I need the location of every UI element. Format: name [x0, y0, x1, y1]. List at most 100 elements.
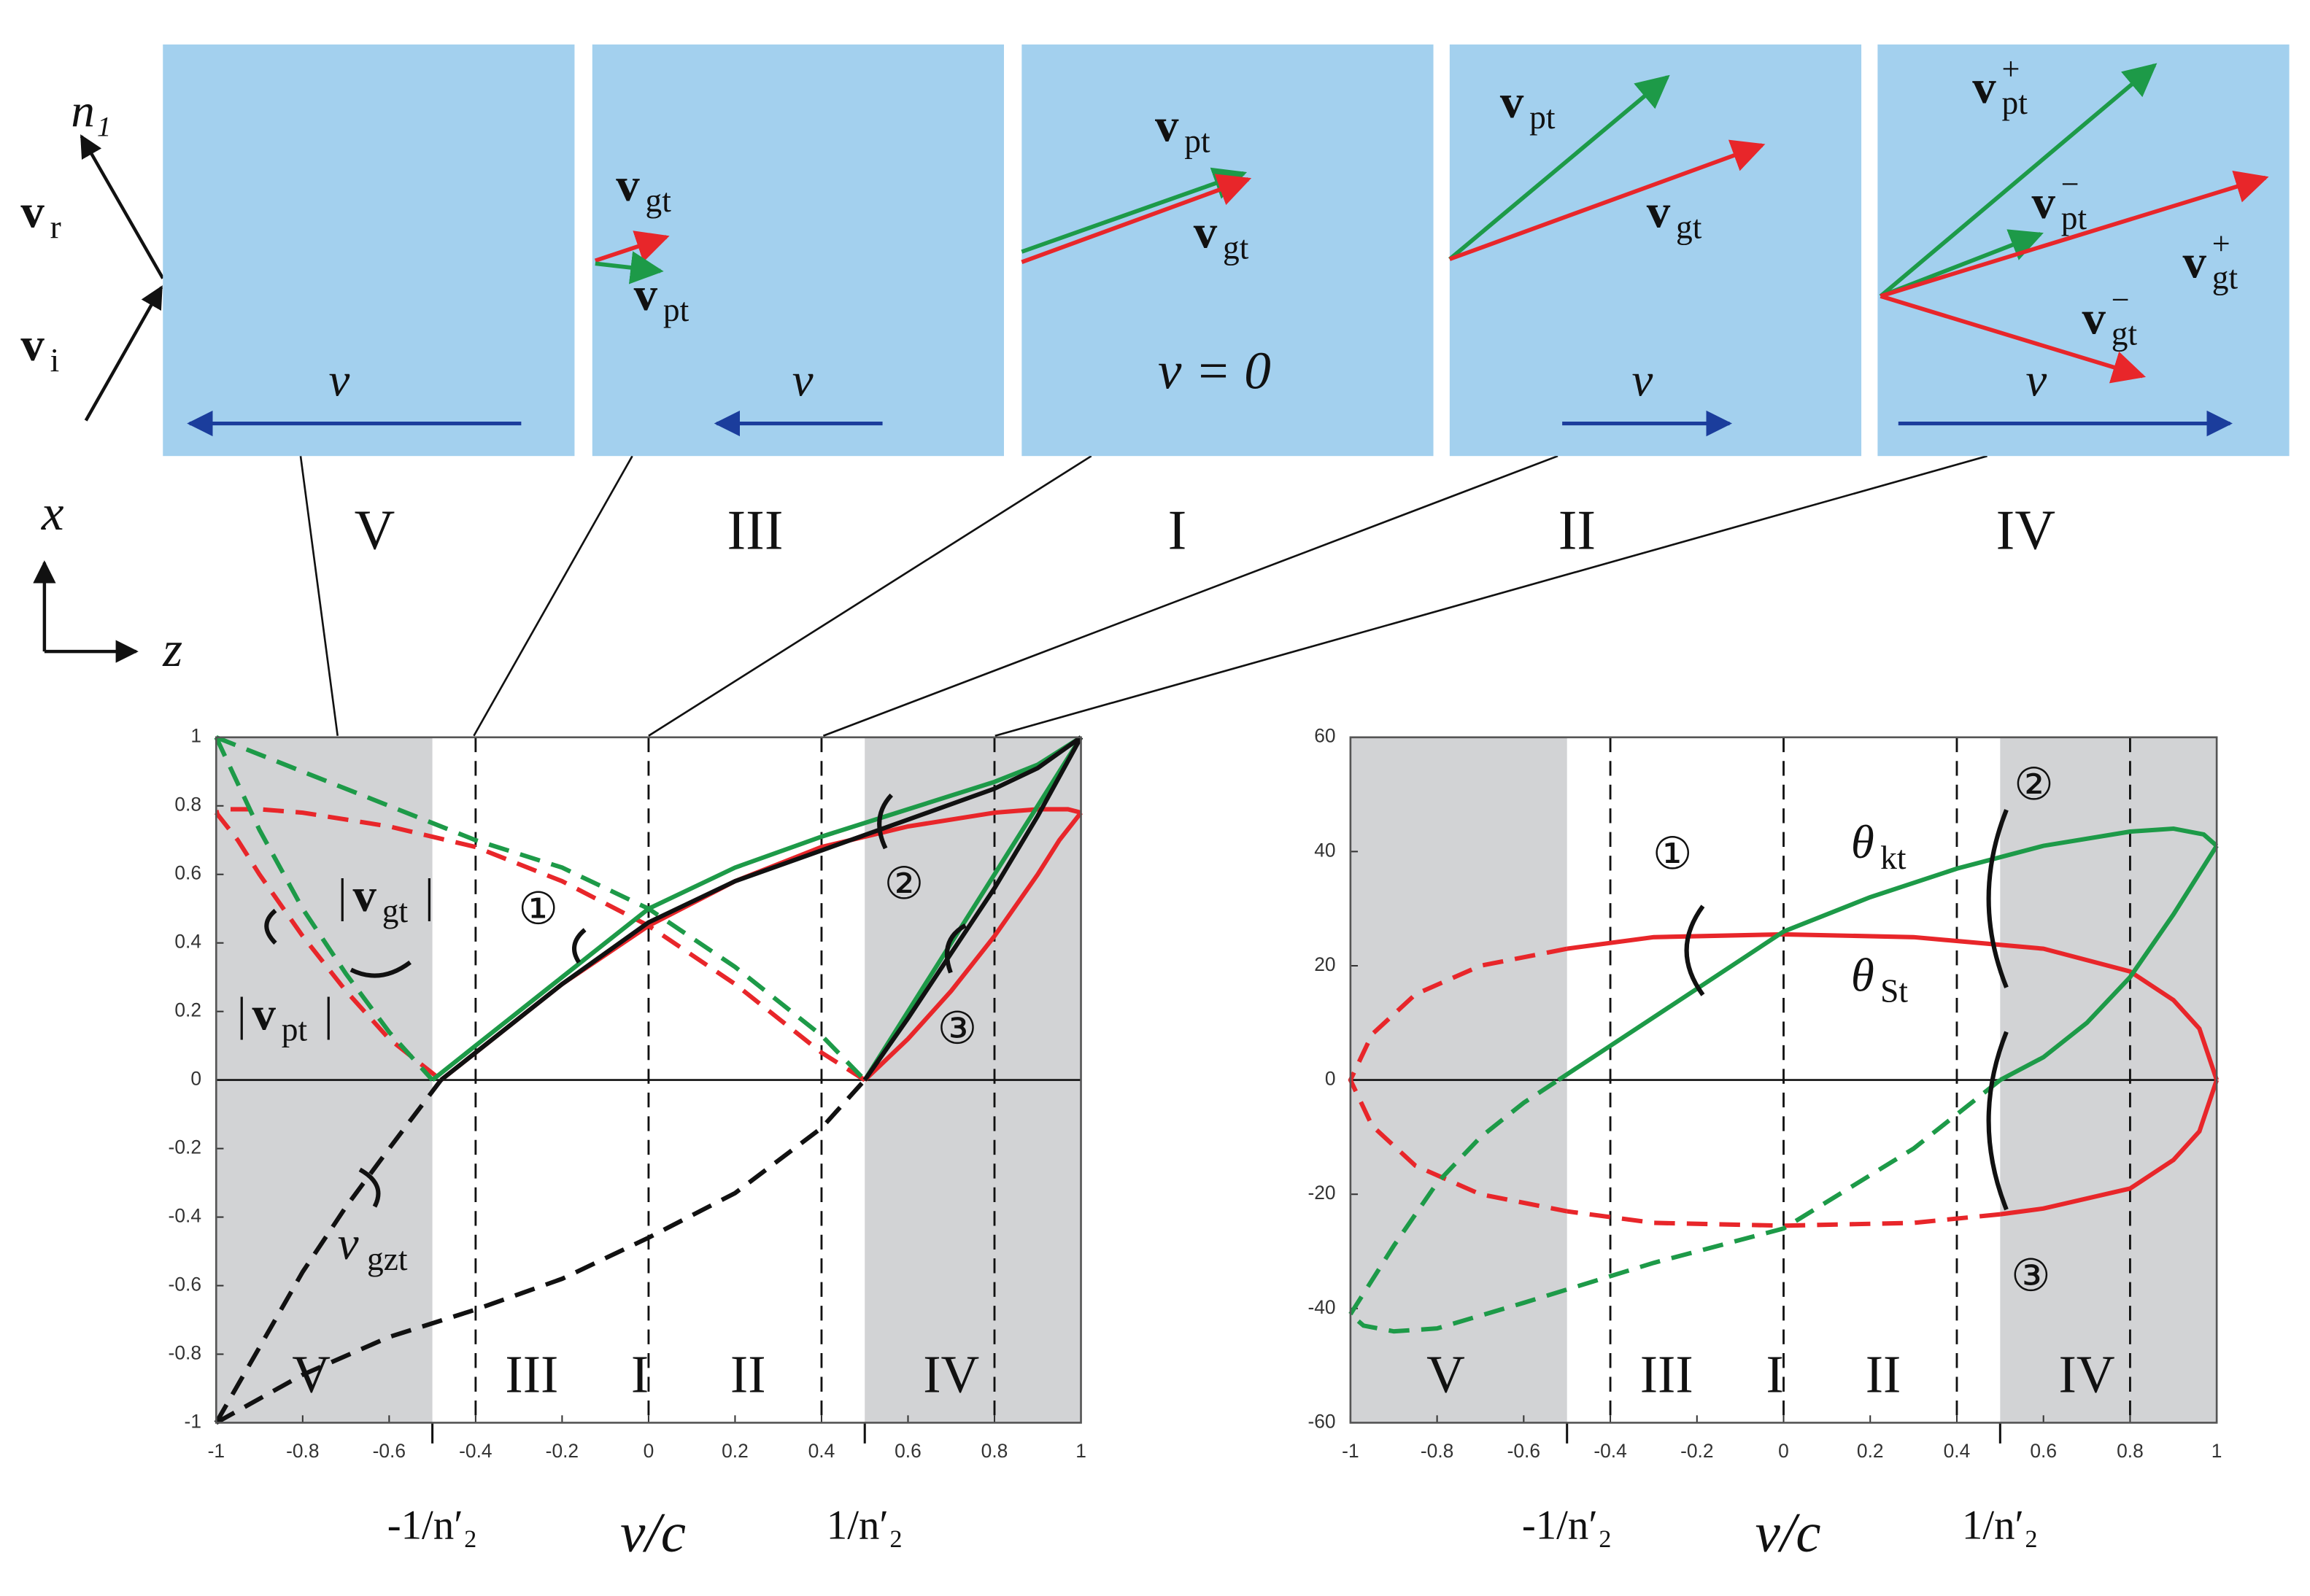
- special-tick-label: 1/n′₂: [1962, 1503, 2039, 1549]
- annotation: ②: [2014, 761, 2054, 810]
- x-tick-label: 0.8: [2117, 1440, 2144, 1462]
- connector: [473, 455, 633, 737]
- label-base: v: [1647, 185, 1671, 238]
- annotation: ②: [884, 860, 924, 909]
- curve: [214, 736, 434, 1082]
- label-base: v: [2031, 177, 2055, 229]
- label-base: v: [616, 159, 640, 212]
- annotation: ③: [2011, 1252, 2051, 1301]
- bracket: [349, 960, 412, 978]
- x-tick-label: -1: [208, 1440, 225, 1462]
- region-label: I: [631, 1344, 649, 1403]
- label-base: θ: [1851, 816, 1874, 869]
- x-tick-label: 0.6: [2030, 1440, 2057, 1462]
- annotation: ①: [1653, 830, 1693, 879]
- label-base: v: [20, 319, 45, 371]
- label-bar: |: [338, 869, 347, 922]
- y-tick-label: 0.4: [174, 931, 201, 953]
- velocity-label: v = 0: [1158, 341, 1271, 400]
- label-sub: gt: [382, 892, 409, 929]
- velocity-label: v: [1631, 355, 1653, 407]
- label-sub: gzt: [367, 1240, 408, 1277]
- label-sup: +: [2002, 51, 2020, 87]
- x-tick-label: -0.2: [1680, 1440, 1713, 1462]
- axis-x: x: [41, 485, 64, 541]
- panel: [1021, 44, 1434, 457]
- region-label: V: [355, 498, 395, 561]
- x-tick-label: 0.4: [1944, 1440, 1971, 1462]
- x-tick-label: 1: [1075, 1440, 1086, 1462]
- curve: [1557, 826, 2219, 1082]
- x-tick-label: 0: [1778, 1440, 1789, 1462]
- x-tick-label: -0.6: [373, 1440, 406, 1462]
- x-tick-label: 0.6: [895, 1440, 922, 1462]
- region-label: I: [1168, 498, 1187, 561]
- curve: [214, 1078, 443, 1424]
- y-tick-label: 0: [190, 1068, 201, 1090]
- region-label: II: [1866, 1344, 1901, 1403]
- label-sub: pt: [2002, 84, 2028, 121]
- label-bar: |: [324, 988, 333, 1040]
- region-label: V: [292, 1344, 331, 1403]
- x-tick-label: 0.4: [808, 1440, 835, 1462]
- bracket: [877, 793, 894, 850]
- curve: [1348, 1078, 2002, 1334]
- label-sup: −: [2112, 282, 2130, 317]
- x-axis-label: v/c: [1755, 1500, 1821, 1563]
- curve: [430, 735, 1083, 1082]
- annotation: ③: [938, 1005, 978, 1054]
- x-tick-label: -0.6: [1507, 1440, 1540, 1462]
- y-tick-label: 0.2: [174, 999, 201, 1021]
- curve: [1567, 1209, 2001, 1228]
- label-base: v: [1155, 100, 1179, 152]
- y-tick-label: 20: [1314, 953, 1335, 975]
- label-sub: gt: [2112, 314, 2138, 352]
- x-tick-label: -0.8: [1421, 1440, 1453, 1462]
- label-base: v: [20, 185, 45, 238]
- bracket: [572, 928, 587, 964]
- vector-arrow: [1880, 170, 2269, 298]
- y-tick-label: -60: [1307, 1410, 1335, 1432]
- x-tick-label: 0: [644, 1440, 654, 1462]
- region-label: IV: [923, 1344, 979, 1403]
- x-axis-label: v/c: [620, 1500, 686, 1563]
- x-tick-label: 0.2: [722, 1440, 749, 1462]
- connector: [994, 454, 1988, 737]
- y-tick-label: -40: [1307, 1296, 1335, 1318]
- label-base: v: [1500, 76, 1524, 128]
- region-label: V: [1426, 1344, 1465, 1403]
- vector-arrow: [1879, 63, 2158, 298]
- region-label: III: [505, 1344, 558, 1403]
- label-base: v: [634, 268, 658, 321]
- plot-frame: [215, 736, 1082, 1424]
- curve: [862, 736, 1083, 1082]
- label-base: v: [2082, 292, 2106, 344]
- y-tick-label: 40: [1314, 839, 1335, 861]
- x-tick-label: -0.4: [1594, 1440, 1626, 1462]
- vector-arrow: [1880, 294, 2147, 384]
- velocity-label: v: [2025, 355, 2047, 407]
- vector-arrow: [1021, 174, 1252, 264]
- connectors: [299, 454, 1988, 737]
- x-tick-label: -0.8: [286, 1440, 319, 1462]
- region-label: II: [730, 1344, 766, 1403]
- region-label: II: [1558, 498, 1596, 561]
- y-tick-label: -1: [185, 1410, 201, 1432]
- y-tick-label: 1: [190, 725, 201, 747]
- bracket: [1684, 904, 1705, 996]
- x-tick-label: -1: [1342, 1440, 1359, 1462]
- y-tick-label: -0.2: [169, 1136, 201, 1158]
- label-base: v: [2182, 236, 2206, 288]
- vector-arrow: [594, 231, 670, 263]
- region-label: III: [727, 498, 784, 561]
- special-tick-label: 1/n′₂: [827, 1503, 903, 1549]
- y-tick-label: 60: [1314, 725, 1335, 747]
- connector: [299, 456, 339, 736]
- vector-arrow: [1021, 167, 1248, 254]
- y-tick-label: -0.4: [169, 1205, 201, 1227]
- bracket: [1986, 809, 2009, 988]
- curve: [1348, 1078, 1560, 1316]
- curve: [863, 811, 1083, 1082]
- x-tick-label: 0.2: [1857, 1440, 1884, 1462]
